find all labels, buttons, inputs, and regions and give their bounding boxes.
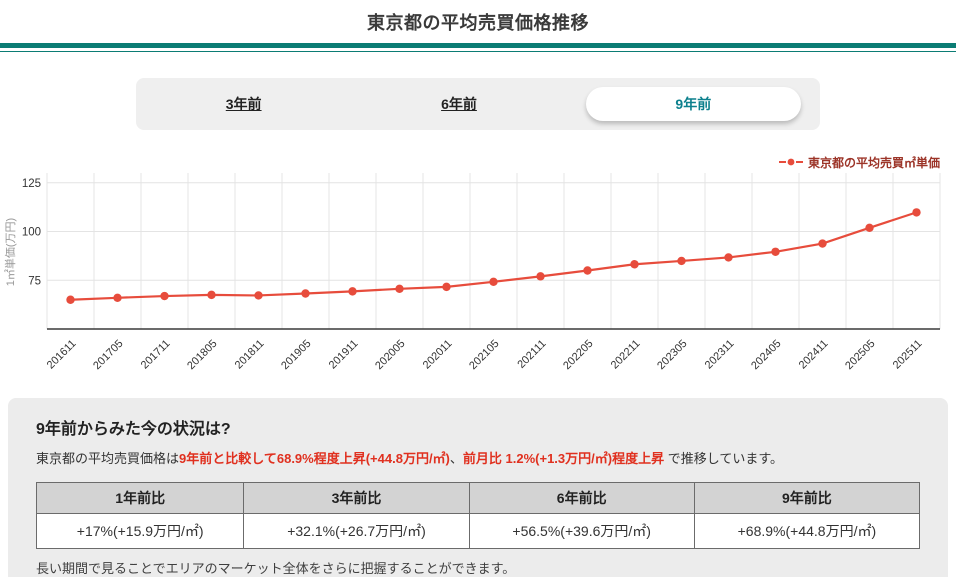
svg-text:202111: 202111: [515, 338, 548, 371]
svg-text:1㎡単価(万円): 1㎡単価(万円): [3, 218, 17, 286]
header-6y: 6年前比: [468, 481, 695, 514]
price-chart-svg: 75 100 125 201611 201705 201711 201805 201811 20…: [3, 173, 941, 372]
svg-text:202511: 202511: [891, 338, 925, 372]
svg-text:202005: 202005: [373, 338, 407, 372]
value-3y: +32.1%(+26.7万円/㎡): [243, 512, 470, 549]
svg-text:201711: 201711: [139, 338, 173, 372]
summary-note: 長い期間で見ることでエリアのマーケット全体をさらに把握することができます。: [36, 560, 516, 576]
svg-text:202505: 202505: [843, 338, 877, 372]
header-1y: 1年前比: [35, 481, 245, 514]
svg-text:125: 125: [22, 178, 41, 190]
svg-text:202211: 202211: [609, 338, 643, 372]
header-3y: 3年前比: [243, 481, 470, 514]
chart-legend: 東京都の平均売買㎡単価: [0, 154, 956, 170]
svg-text:75: 75: [28, 275, 41, 287]
summary-text: 東京都の平均売買価格は9年前と比較して68.9%程度上昇(+44.8万円/㎡)、…: [36, 449, 920, 469]
page-title: 東京都の平均売買価格推移: [367, 13, 589, 33]
svg-text:100: 100: [22, 227, 41, 239]
summary-panel: 9年前からみた今の状況は? 東京都の平均売買価格は9年前と比較して68.9%程度…: [8, 398, 948, 577]
summary-plain: で推移しています。: [664, 451, 784, 466]
summary-plain: 、: [449, 451, 463, 466]
svg-text:201905: 201905: [279, 338, 313, 372]
tab-9-years-ago[interactable]: 9年前: [585, 87, 801, 121]
value-9y: +68.9%(+44.8万円/㎡): [693, 512, 921, 549]
tab-3-years-ago[interactable]: 3年前: [136, 87, 351, 121]
svg-text:201811: 201811: [233, 338, 267, 372]
summary-plain: 東京都の平均売買価格は: [36, 451, 180, 466]
title-divider: [0, 43, 956, 48]
svg-text:202411: 202411: [797, 338, 831, 372]
summary-heading: 9年前からみた今の状況は?: [36, 421, 231, 438]
summary-emphasis: 9年前と比較して68.9%程度上昇(+44.8万円/㎡): [179, 451, 450, 466]
svg-text:202205: 202205: [561, 338, 595, 372]
legend-label: 東京都の平均売買㎡単価: [807, 155, 940, 170]
legend-line-dot-icon: [778, 158, 803, 166]
tab-label: 9年前: [675, 96, 712, 112]
comparison-table: 1年前比 3年前比 6年前比 9年前比 +17%(+15.9万円/㎡) +32.…: [35, 481, 921, 549]
header: 東京都の平均売買価格推移: [0, 0, 956, 35]
svg-text:202305: 202305: [655, 338, 689, 372]
svg-text:201911: 201911: [327, 338, 361, 372]
svg-text:202105: 202105: [467, 338, 501, 372]
tab-label: 6年前: [441, 96, 477, 112]
svg-text:202011: 202011: [421, 338, 455, 372]
value-6y: +56.5%(+39.6万円/㎡): [468, 512, 695, 549]
value-1y: +17%(+15.9万円/㎡): [35, 512, 245, 549]
svg-text:202405: 202405: [749, 338, 783, 372]
svg-text:202311: 202311: [703, 338, 737, 372]
header-9y: 9年前比: [693, 481, 921, 514]
svg-text:201805: 201805: [185, 338, 219, 372]
summary-emphasis: 前月比 1.2%(+1.3万円/㎡)程度上昇: [462, 451, 665, 466]
svg-text:201611: 201611: [45, 338, 79, 372]
period-tab-bar: 3年前 6年前 9年前: [136, 78, 820, 130]
tab-6-years-ago[interactable]: 6年前: [351, 87, 566, 121]
legend-item[interactable]: 東京都の平均売買㎡単価: [778, 154, 940, 171]
comparison-header-row: 1年前比 3年前比 6年前比 9年前比: [35, 481, 921, 514]
tab-label: 3年前: [225, 96, 262, 112]
comparison-value-row: +17%(+15.9万円/㎡) +32.1%(+26.7万円/㎡) +56.5%…: [35, 512, 921, 549]
svg-text:201705: 201705: [91, 338, 125, 372]
